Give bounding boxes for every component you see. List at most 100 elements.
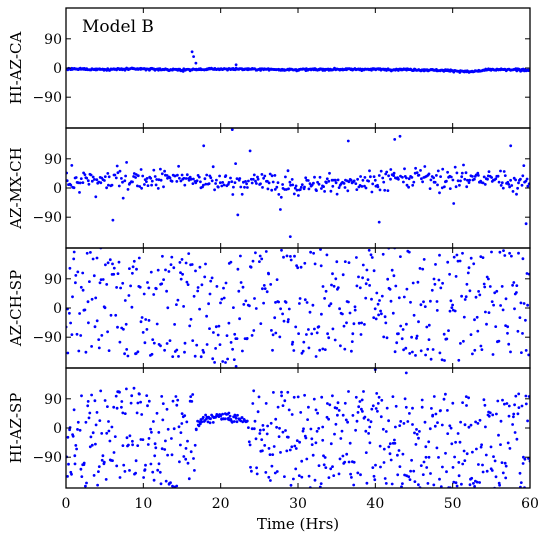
data-point <box>501 308 505 312</box>
data-point <box>373 307 377 311</box>
data-point <box>236 213 240 217</box>
data-point <box>392 274 396 278</box>
data-point <box>443 359 446 362</box>
data-point <box>354 395 358 399</box>
data-point <box>485 322 488 326</box>
data-point <box>202 351 206 354</box>
data-point <box>318 175 322 179</box>
data-point <box>479 445 483 449</box>
data-point <box>124 174 127 178</box>
data-point <box>300 475 304 479</box>
data-point <box>317 464 321 467</box>
data-point <box>405 287 409 291</box>
data-point <box>183 341 187 345</box>
data-point <box>517 251 520 255</box>
data-point <box>261 287 264 291</box>
data-point <box>491 353 495 356</box>
data-point <box>145 180 148 184</box>
data-point <box>518 471 522 475</box>
data-point <box>458 440 462 444</box>
data-point <box>414 166 417 170</box>
data-point <box>88 411 92 415</box>
data-point <box>178 460 181 464</box>
data-point <box>455 171 459 175</box>
data-point <box>218 343 222 346</box>
data-point <box>444 392 447 396</box>
data-point <box>107 420 110 423</box>
data-point <box>120 405 123 409</box>
data-point <box>453 309 457 313</box>
data-point <box>412 180 416 184</box>
data-point <box>320 312 323 316</box>
data-point <box>483 183 487 186</box>
data-point <box>376 185 380 189</box>
data-point <box>72 186 76 190</box>
data-point <box>405 322 408 326</box>
data-point <box>467 396 470 400</box>
data-point <box>85 481 88 485</box>
data-point <box>411 423 414 426</box>
data-point <box>233 181 237 185</box>
data-point <box>348 311 352 315</box>
data-point <box>431 413 435 417</box>
data-point <box>317 325 321 328</box>
data-point <box>110 183 114 187</box>
data-point <box>349 178 353 182</box>
data-point <box>73 462 77 466</box>
data-point <box>270 174 274 178</box>
data-point <box>134 471 138 475</box>
panel-3-points <box>66 248 530 368</box>
data-point <box>422 460 426 464</box>
data-point <box>208 292 212 296</box>
data-point <box>372 474 376 478</box>
data-point <box>147 286 151 290</box>
data-point <box>255 472 259 476</box>
data-point <box>312 181 315 185</box>
x-tick-label: 30 <box>289 496 307 512</box>
data-point <box>199 180 202 184</box>
data-point <box>336 178 340 182</box>
data-point <box>264 402 268 405</box>
data-point <box>183 183 187 187</box>
x-axis: 0 10 20 30 40 50 60 <box>62 496 539 512</box>
data-point <box>439 409 442 412</box>
data-point <box>323 456 327 459</box>
data-point <box>332 474 336 477</box>
data-point <box>375 291 379 295</box>
data-point <box>91 175 95 179</box>
data-point <box>76 270 80 274</box>
data-point <box>277 435 281 438</box>
data-point <box>475 315 479 319</box>
y-tick-label: 90 <box>44 272 62 288</box>
data-point <box>147 437 151 440</box>
data-point <box>277 193 281 196</box>
data-point <box>149 427 153 431</box>
data-point <box>330 283 333 287</box>
data-point <box>290 445 294 449</box>
data-point <box>424 353 427 357</box>
data-point <box>74 274 78 277</box>
data-point <box>234 365 238 368</box>
data-point <box>481 181 485 185</box>
data-point <box>411 183 415 187</box>
data-point <box>91 431 95 435</box>
data-point <box>321 438 325 442</box>
data-point <box>262 176 265 180</box>
data-point <box>498 250 502 254</box>
data-point <box>106 405 109 408</box>
data-point <box>460 294 463 298</box>
data-point <box>122 327 125 331</box>
data-point <box>451 401 455 405</box>
data-point <box>315 331 319 335</box>
data-point <box>368 425 372 429</box>
data-point <box>266 424 269 428</box>
data-point <box>83 308 87 312</box>
data-point <box>385 170 389 174</box>
data-point <box>254 179 257 183</box>
data-point <box>240 416 244 419</box>
data-point <box>301 349 305 353</box>
data-point <box>407 177 411 181</box>
data-point <box>112 266 116 270</box>
data-point <box>146 443 150 446</box>
y-tick-label: 0 <box>53 61 62 77</box>
